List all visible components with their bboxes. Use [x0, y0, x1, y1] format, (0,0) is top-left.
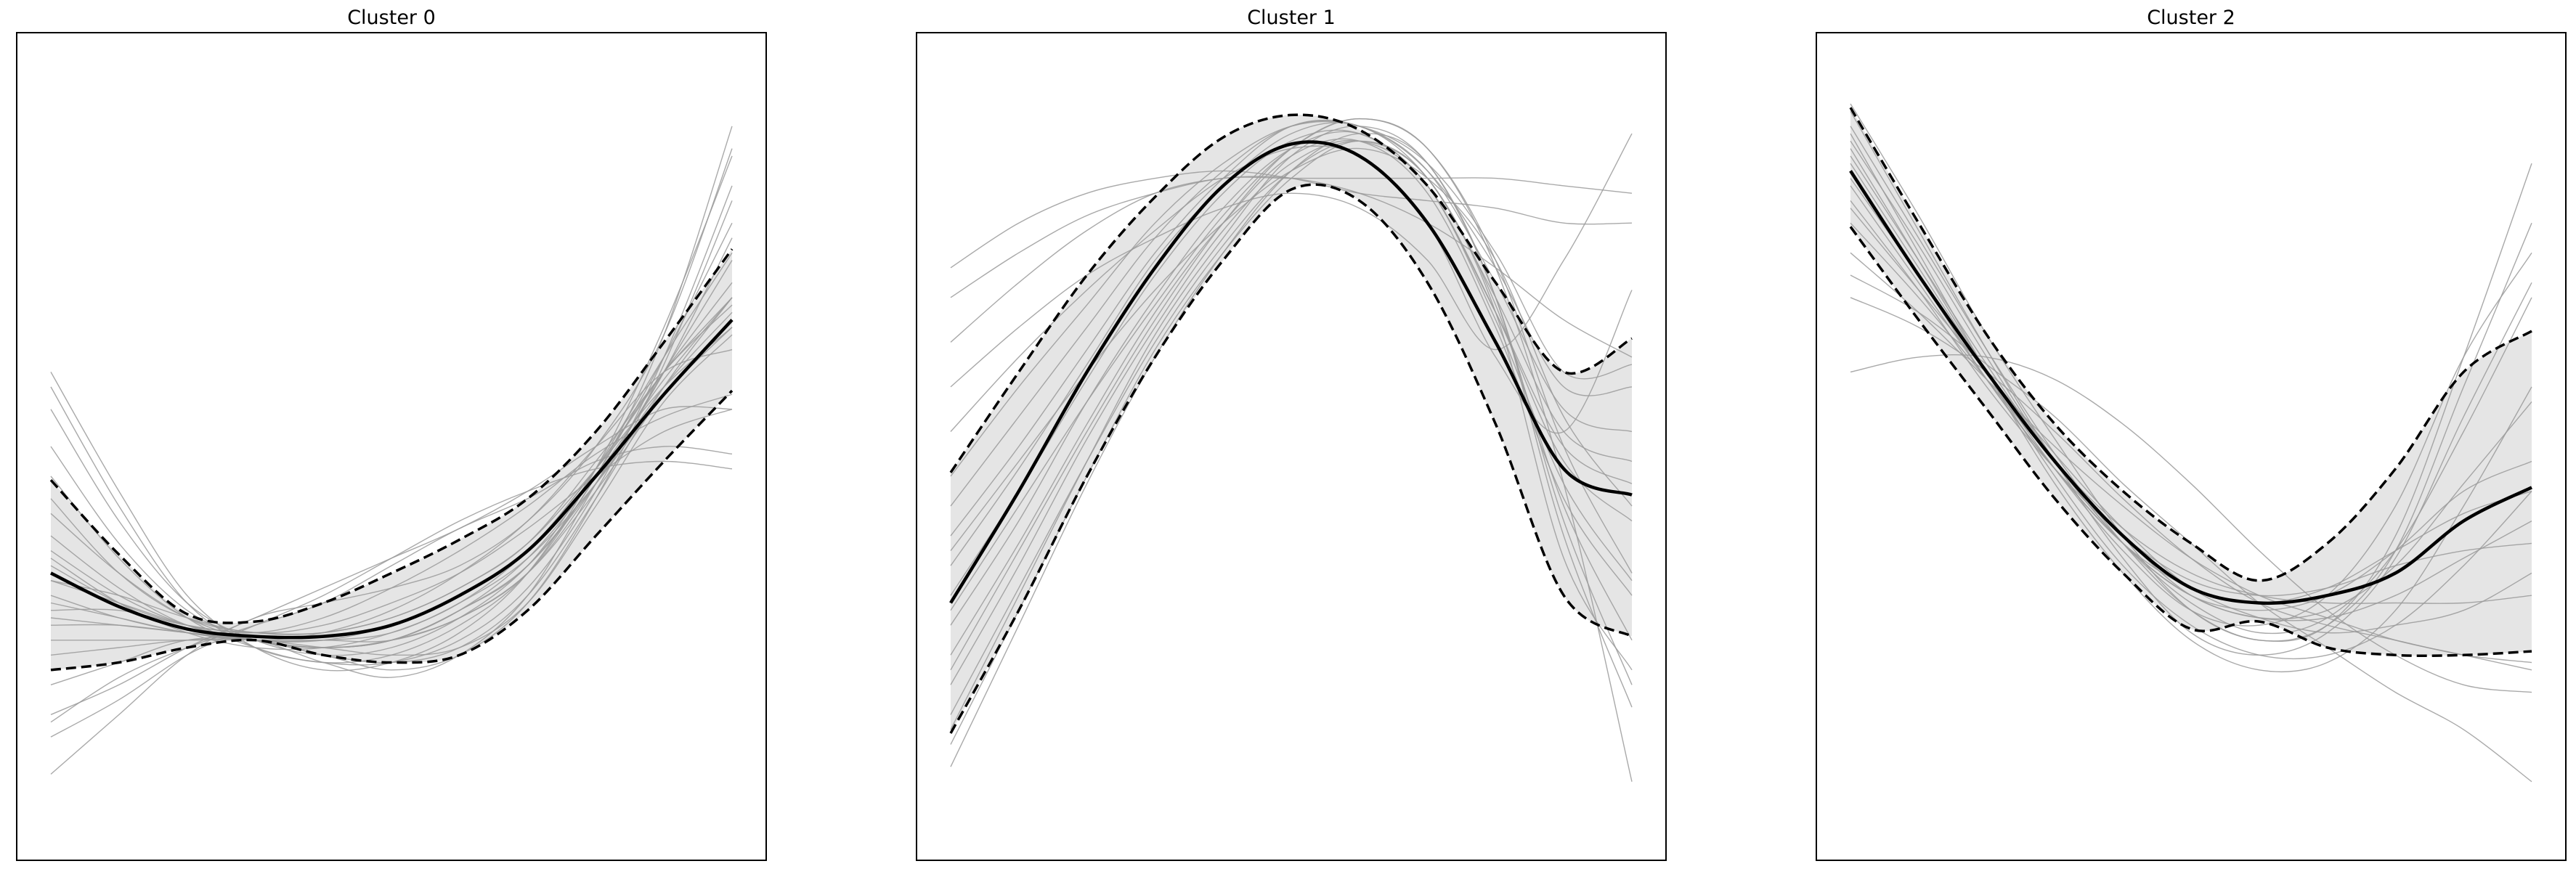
- sample-curve: [1850, 140, 2532, 635]
- lower-bound-line: [1849, 226, 2532, 658]
- sample-curve: [950, 118, 1633, 611]
- sample-curve: [50, 297, 733, 664]
- sample-curve: [50, 304, 733, 650]
- upper-bound-line: [949, 113, 1633, 473]
- sample-curve: [50, 260, 733, 648]
- upper-bound-line: [1849, 107, 2532, 582]
- sample-curve: [950, 121, 1633, 477]
- sample-curve: [50, 148, 733, 775]
- confidence-band: [1850, 107, 2532, 656]
- sample-curve: [50, 406, 733, 716]
- lower-bound-line: [949, 183, 1633, 734]
- mean-curve: [1849, 170, 2532, 605]
- sample-curve: [50, 222, 733, 664]
- axes-frame-cluster-2: [1816, 32, 2567, 861]
- confidence-band: [51, 249, 732, 670]
- plot-area-cluster-0: [49, 126, 734, 775]
- sample-curve: [1850, 148, 2532, 660]
- sample-curve: [50, 348, 733, 641]
- panel-title-cluster-1: Cluster 1: [1247, 7, 1336, 29]
- panel-title-cluster-2: Cluster 2: [2147, 7, 2235, 29]
- panel-cluster-2: Cluster 2: [1816, 7, 2567, 861]
- sample-curve: [1850, 133, 2532, 673]
- sample-curve: [50, 446, 733, 723]
- upper-bound-line: [49, 248, 734, 624]
- sample-curve: [1850, 222, 2532, 604]
- confidence-band: [951, 115, 1632, 734]
- axes-frame-cluster-1: [916, 32, 1667, 861]
- sample-curve: [51, 334, 733, 656]
- sample-curve: [950, 129, 1633, 596]
- plot-area-cluster-2: [1849, 103, 2532, 783]
- sample-curve: [50, 185, 733, 666]
- sample-curve: [1850, 171, 2532, 611]
- sample-curve: [1850, 297, 2532, 664]
- sample-curve: [50, 155, 733, 672]
- sample-curve: [1850, 208, 2532, 634]
- sample-curve: [950, 170, 1633, 269]
- mean-curve: [50, 319, 734, 640]
- lower-bound-line: [50, 389, 734, 672]
- panel-title-cluster-0: Cluster 0: [347, 7, 436, 29]
- sample-curve: [1850, 110, 2532, 656]
- sample-curve: [1850, 163, 2532, 627]
- sample-curve: [50, 126, 733, 656]
- sample-curve: [50, 252, 733, 648]
- sample-curve: [950, 139, 1633, 685]
- panel-cluster-1: Cluster 1: [916, 7, 1667, 861]
- sample-curve: [950, 133, 1633, 388]
- axes-frame-cluster-0: [16, 32, 767, 861]
- sample-curve: [950, 145, 1633, 434]
- plot-area-cluster-1: [949, 113, 1633, 782]
- mean-curve: [949, 140, 1633, 604]
- panel-cluster-0: Cluster 0: [16, 7, 767, 861]
